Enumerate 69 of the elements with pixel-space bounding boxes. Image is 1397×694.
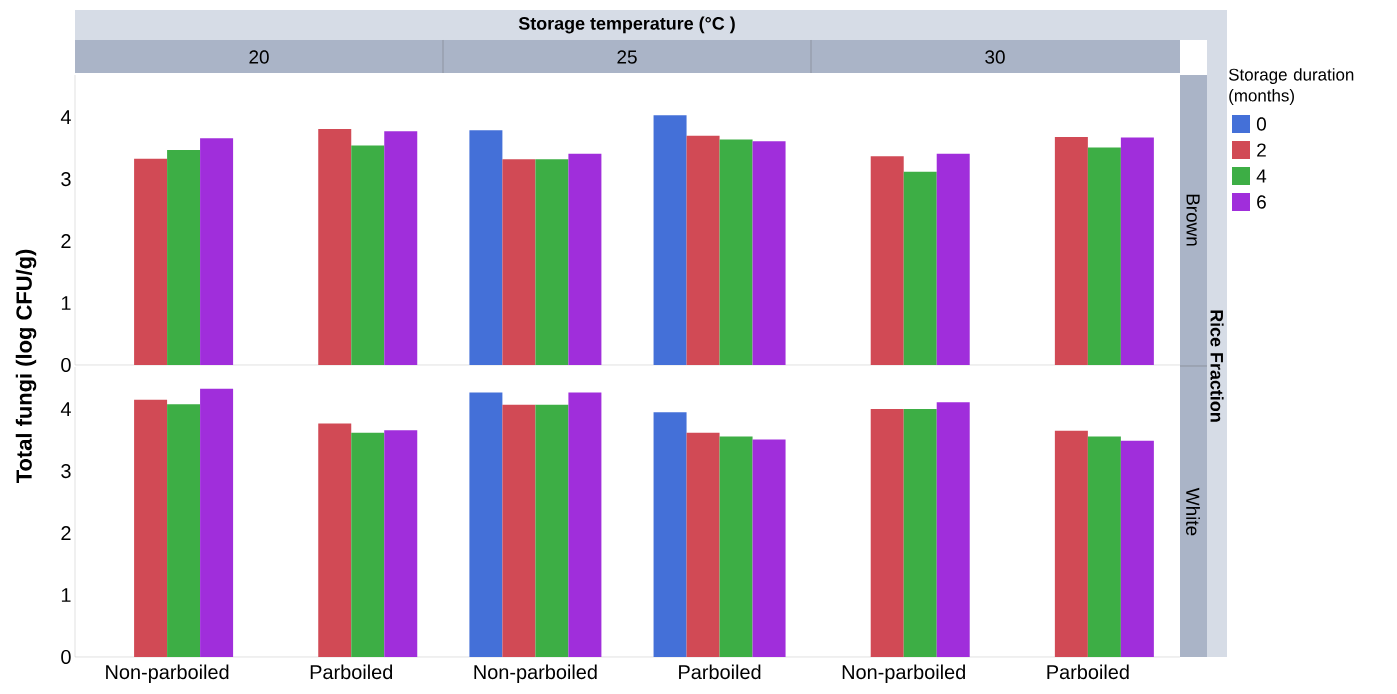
bar bbox=[318, 128, 352, 365]
x-tick-label: Non-parboiled bbox=[106, 664, 229, 684]
y-tick-label: 3 bbox=[61, 464, 71, 479]
bar bbox=[903, 409, 937, 657]
x-tick-label: Parboiled bbox=[1047, 664, 1129, 680]
bar bbox=[936, 402, 970, 657]
text: 25 bbox=[617, 50, 637, 64]
bar bbox=[502, 404, 536, 657]
y2-axis-title: Brown bbox=[1186, 194, 1200, 246]
y-tick-label: 2 bbox=[61, 526, 71, 541]
bar bbox=[752, 141, 786, 365]
bar bbox=[568, 392, 602, 657]
bar bbox=[167, 404, 201, 657]
bar bbox=[686, 432, 720, 657]
bar bbox=[1054, 136, 1088, 365]
legend-label: 0 bbox=[1256, 117, 1266, 131]
bar bbox=[384, 131, 418, 365]
bar bbox=[1087, 436, 1121, 657]
y2-axis-title: White bbox=[1186, 487, 1200, 536]
bar bbox=[318, 423, 352, 657]
bar bbox=[167, 149, 201, 365]
legend-title: Storage duration (months) bbox=[1228, 68, 1354, 105]
bar bbox=[903, 171, 937, 365]
bar bbox=[719, 436, 753, 657]
y-tick-label: 3 bbox=[61, 172, 71, 187]
text: 20 bbox=[249, 50, 269, 64]
y-tick-label: 1 bbox=[61, 296, 71, 310]
bar bbox=[134, 158, 168, 365]
y-tick-label: 2 bbox=[61, 234, 71, 249]
legend-label: 6 bbox=[1257, 195, 1266, 209]
bar bbox=[200, 388, 234, 657]
x-tick-label: Non-parboiled bbox=[842, 664, 965, 684]
bar bbox=[351, 145, 385, 365]
bar bbox=[936, 153, 970, 365]
y-tick-label: 1 bbox=[61, 588, 71, 602]
bar bbox=[1087, 147, 1121, 365]
x-tick-label: Parboiled bbox=[310, 664, 393, 680]
text: Rice Fraction bbox=[1210, 310, 1224, 422]
bar bbox=[719, 139, 753, 365]
y-tick-label: 4 bbox=[60, 402, 71, 416]
bar bbox=[535, 159, 569, 365]
bar bbox=[752, 439, 786, 657]
x-tick-label: Parboiled bbox=[679, 664, 761, 680]
bar bbox=[1120, 440, 1154, 657]
y-tick-label: 0 bbox=[61, 357, 71, 373]
bar bbox=[469, 392, 503, 657]
bar bbox=[535, 404, 569, 657]
bar bbox=[351, 432, 385, 657]
y-tick-label: 0 bbox=[61, 649, 71, 665]
legend-label: 2 bbox=[1257, 143, 1266, 157]
bar bbox=[1054, 430, 1088, 657]
y-axis-title: Total fungi (log CFU/g) bbox=[15, 249, 37, 484]
bar bbox=[653, 115, 687, 365]
bar bbox=[134, 399, 168, 657]
bar bbox=[1120, 137, 1154, 365]
x-tick-label: Non-parboiled bbox=[474, 664, 597, 684]
bar bbox=[870, 156, 904, 365]
text: 30 bbox=[985, 50, 1005, 64]
bar bbox=[469, 130, 503, 365]
bar bbox=[200, 138, 234, 365]
bar bbox=[870, 409, 904, 657]
bar bbox=[502, 159, 536, 365]
legend-label: 4 bbox=[1256, 169, 1267, 183]
y-tick-label: 4 bbox=[60, 110, 71, 124]
bar bbox=[686, 135, 720, 365]
text: Storage temperature (°C ) bbox=[518, 16, 735, 34]
bar bbox=[384, 430, 418, 657]
bar bbox=[653, 412, 687, 657]
bar bbox=[568, 153, 602, 365]
